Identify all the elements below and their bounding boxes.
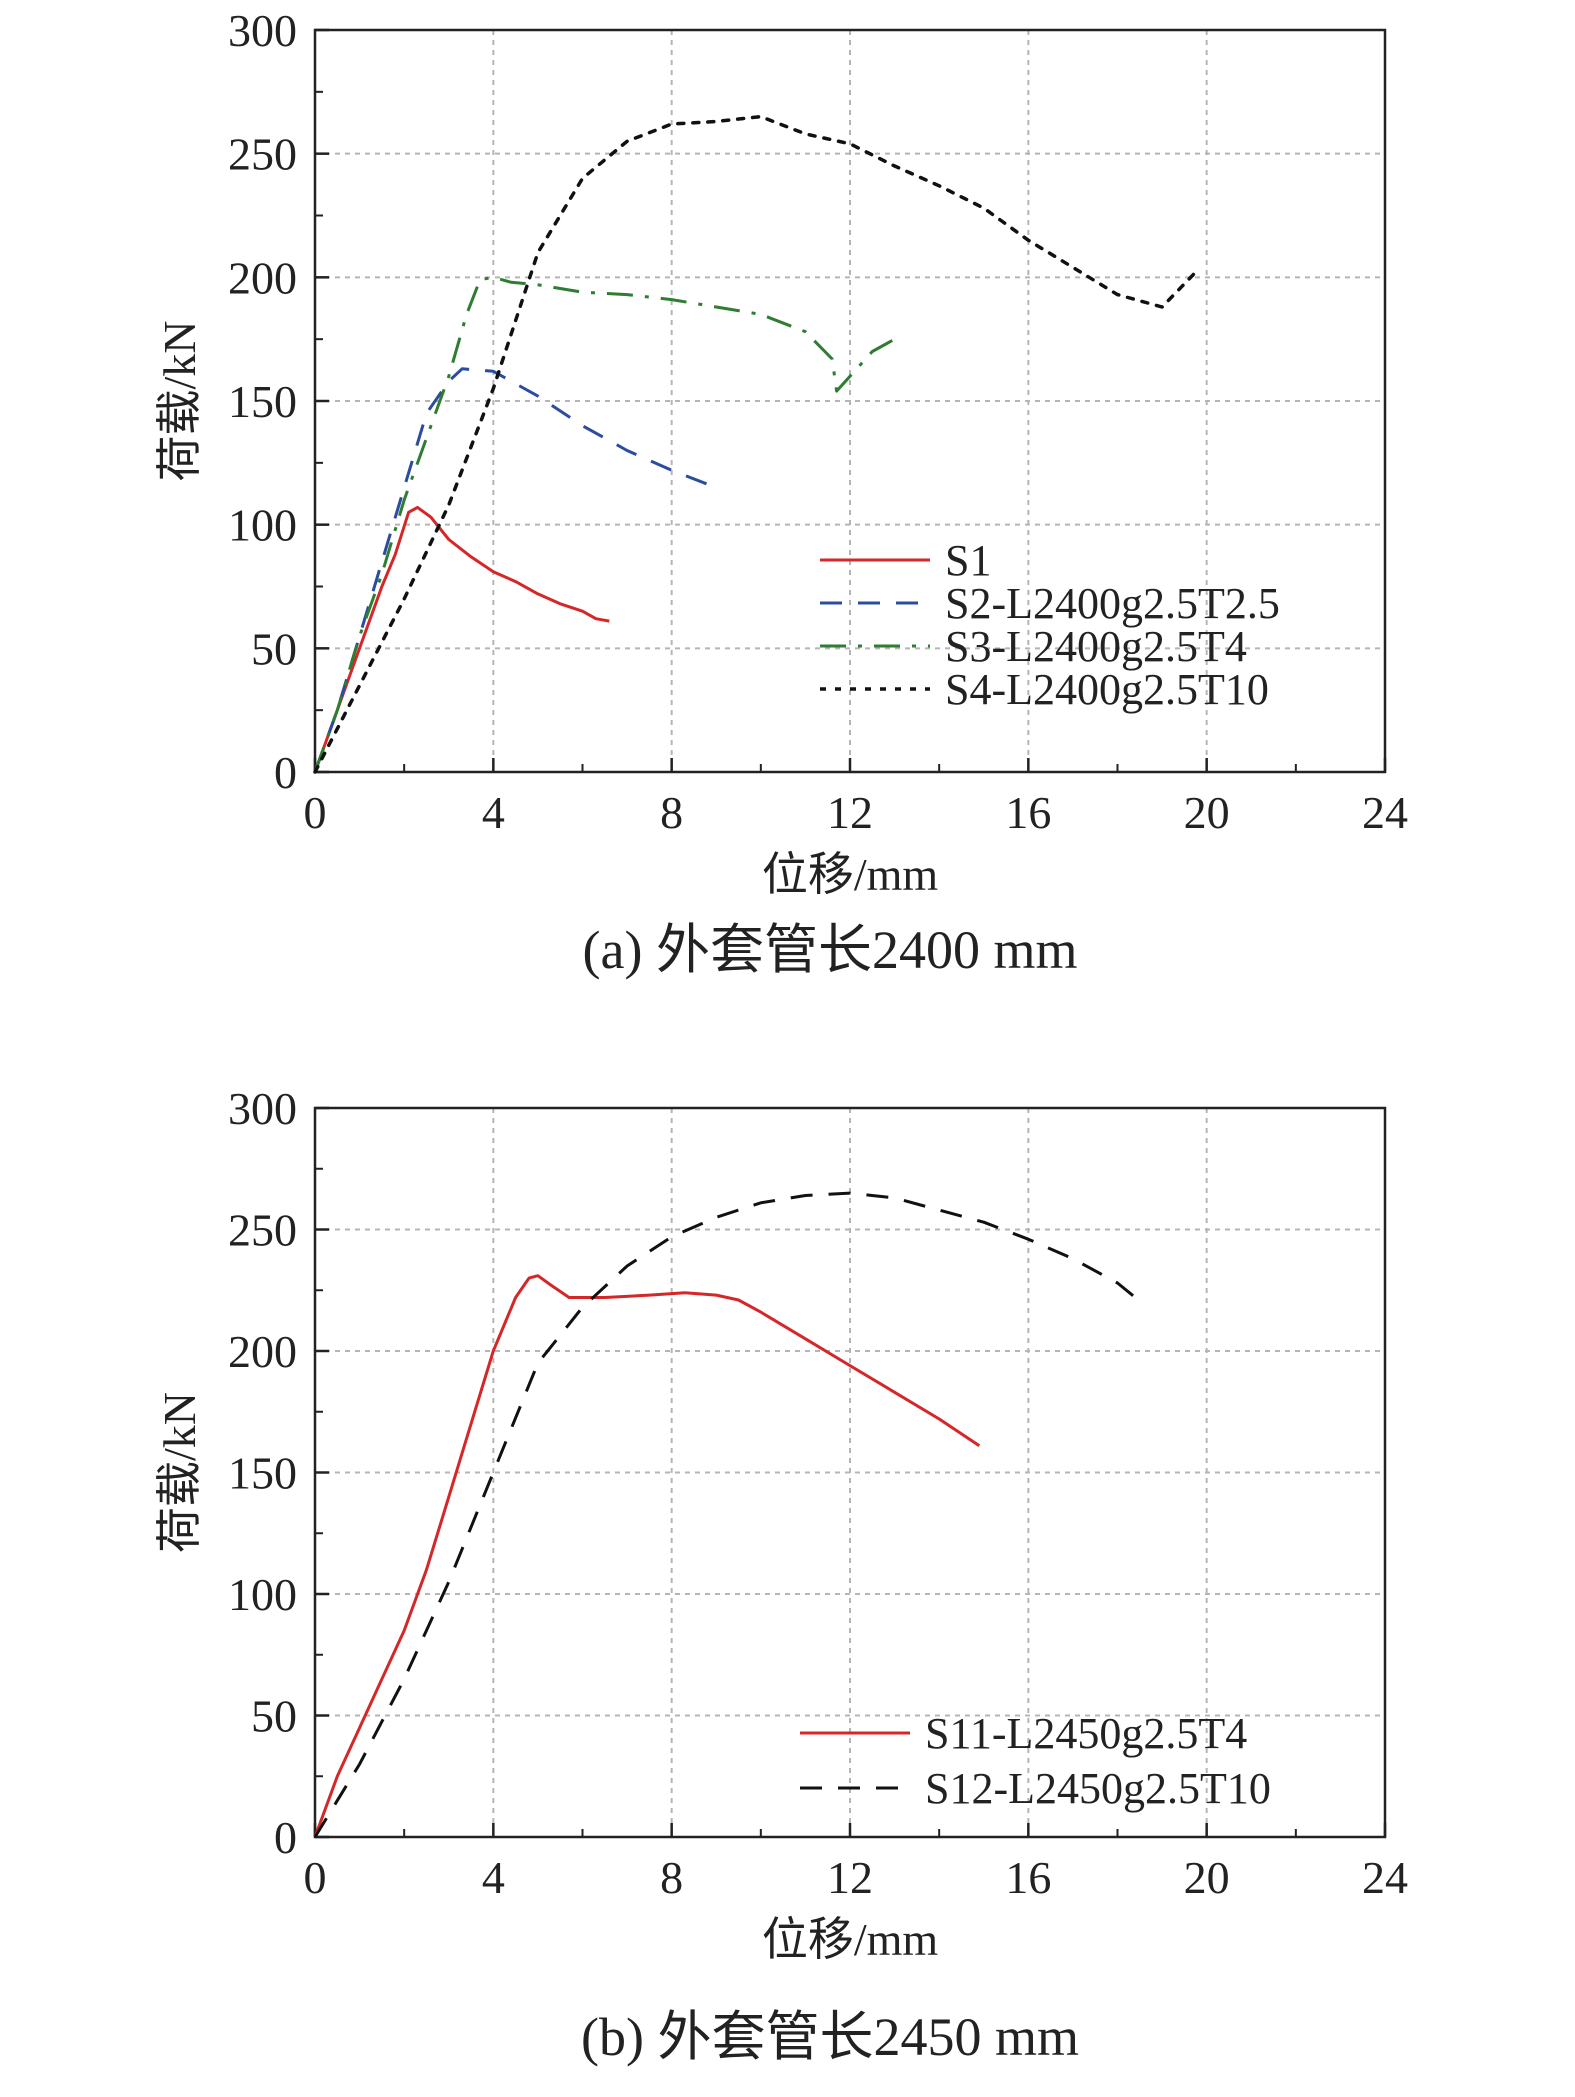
legend-label: S1 xyxy=(945,536,991,585)
legend-label: S4-L2400g2.5T10 xyxy=(945,665,1269,714)
y-tick-label: 200 xyxy=(228,252,297,303)
x-tick-label: 20 xyxy=(1184,1852,1230,1903)
y-tick-label: 300 xyxy=(228,1083,297,1134)
x-tick-label: 4 xyxy=(482,787,505,838)
x-tick-label: 8 xyxy=(660,787,683,838)
y-tick-label: 250 xyxy=(228,129,297,180)
y-tick-label: 100 xyxy=(228,1569,297,1620)
panel-caption: (a) 外套管长2400 mm xyxy=(583,920,1078,980)
chart-panel-b: 0 4 8 12 16 20 24 0 50 100 150 200 250 300 位移/mm 荷载/kN S… xyxy=(154,1083,1408,2067)
legend-label: S11-L2450g2.5T4 xyxy=(925,1709,1247,1758)
x-tick-label: 24 xyxy=(1362,787,1408,838)
legend-label: S12-L2450g2.5T10 xyxy=(925,1764,1271,1813)
y-axis-title: 荷载/kN xyxy=(154,1392,205,1553)
y-tick-label: 100 xyxy=(228,500,297,551)
y-tick-label: 0 xyxy=(274,1812,297,1863)
x-axis-title: 位移/mm xyxy=(762,849,939,900)
x-axis-title: 位移/mm xyxy=(762,1914,939,1965)
series-line-s11-l2450g2-5t4 xyxy=(313,1274,981,1838)
x-tick-label: 12 xyxy=(827,1852,873,1903)
series-line-s1 xyxy=(313,505,610,773)
y-tick-label: 0 xyxy=(274,747,297,798)
series-line-s12-l2450g2-5t10 xyxy=(313,1191,1137,1838)
x-tick-label: 12 xyxy=(827,787,873,838)
x-tick-label: 16 xyxy=(1005,787,1051,838)
x-tick-label: 20 xyxy=(1184,787,1230,838)
series-line-s2-l2400g2-5t2-5 xyxy=(313,367,717,773)
x-tick-label: 16 xyxy=(1005,1852,1051,1903)
x-tick-label: 4 xyxy=(482,1852,505,1903)
legend-label: S3-L2400g2.5T4 xyxy=(945,622,1247,671)
y-tick-label: 150 xyxy=(228,376,297,427)
y-tick-label: 50 xyxy=(251,623,297,674)
y-axis-title: 荷载/kN xyxy=(154,321,205,482)
series-line-s3-l2400g2-5t4 xyxy=(313,275,896,773)
x-tick-label: 8 xyxy=(660,1852,683,1903)
y-tick-label: 300 xyxy=(228,5,297,56)
legend-label: S2-L2400g2.5T2.5 xyxy=(945,579,1280,628)
x-tick-label: 0 xyxy=(304,787,327,838)
y-tick-label: 150 xyxy=(228,1448,297,1499)
y-tick-label: 50 xyxy=(251,1691,297,1742)
x-tick-label: 24 xyxy=(1362,1852,1408,1903)
y-tick-label: 200 xyxy=(228,1326,297,1377)
panel-caption: (b) 外套管长2450 mm xyxy=(581,2007,1079,2067)
x-tick-label: 0 xyxy=(304,1852,327,1903)
y-tick-label: 250 xyxy=(228,1205,297,1256)
chart-panel-a: 0 4 8 12 16 20 24 0 50 100 150 200 250 300 位移/mm 荷载/kN S… xyxy=(154,5,1408,980)
